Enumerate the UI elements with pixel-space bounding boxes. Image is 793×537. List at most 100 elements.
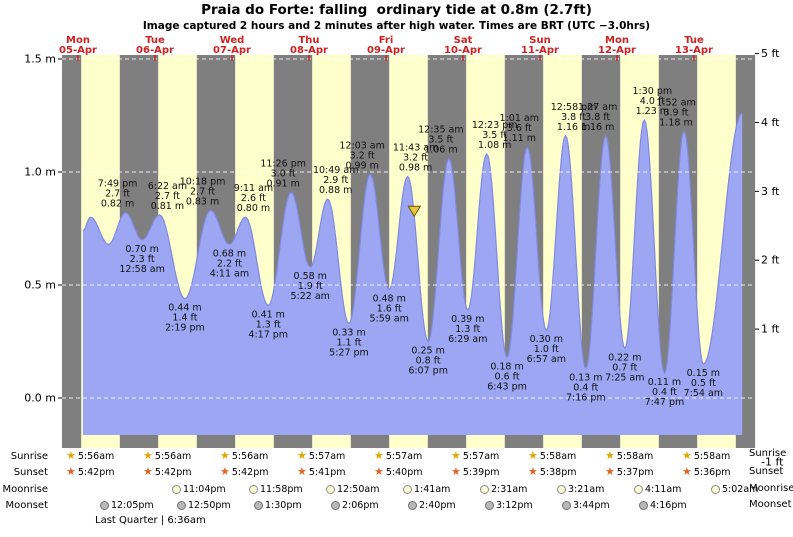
day-label: Thu (298, 35, 319, 46)
low-tide-label: 6:57 am (527, 354, 566, 365)
low-tide-label: 4:17 pm (248, 329, 288, 340)
low-tide-label: 7:54 am (684, 388, 723, 399)
moonrise-icon (326, 484, 335, 494)
high-tide-label: 1:30 pm (632, 86, 672, 97)
current-time-marker-icon (407, 205, 422, 218)
sunset-time: 5:39pm (462, 466, 500, 478)
sunset-icon: ★ (143, 465, 153, 478)
sunset-entry: ★ 5:36pm (682, 466, 731, 478)
sunset-icon: ★ (66, 465, 76, 478)
moonset-entry: 2:40pm (408, 499, 456, 511)
sunrise-entry: ★ 5:58am (605, 450, 653, 462)
low-tide-label: 0.22 m (608, 352, 641, 363)
night-band (62, 55, 82, 448)
sunset-entry: ★ 5:42pm (143, 466, 192, 478)
low-tide-label: 2:19 pm (165, 323, 205, 334)
moonrise-entry: 5:02am (711, 483, 758, 495)
low-tide-label: 0.6 ft (495, 371, 520, 382)
moonrise-entry: 3:21am (557, 483, 604, 495)
high-tide-label: 0.82 m (101, 199, 134, 210)
y-axis-label-ft: -1 ft (761, 456, 784, 469)
sunrise-entry: ★ 5:57am (451, 450, 499, 462)
low-tide-label: 7:25 am (605, 372, 644, 383)
high-tide-label: 3.2 ft (350, 150, 375, 161)
sunrise-entry: ★ 5:56am (143, 450, 191, 462)
high-tide-label: 1:01 am (500, 113, 539, 124)
sunrise-entry: ★ 5:58am (528, 450, 576, 462)
sunrise-entry: ★ 5:57am (374, 450, 422, 462)
low-tide-label: 5:59 am (369, 314, 408, 325)
low-tide-label: 6:07 pm (408, 366, 448, 377)
low-tide-label: 0.15 m (687, 368, 720, 379)
high-tide-label: 3.0 ft (271, 168, 296, 179)
high-tide-label: 1.18 m (659, 117, 692, 128)
high-tide-label: 3.8 ft (561, 112, 586, 123)
low-tide-label: 0.58 m (294, 271, 327, 282)
high-tide-label: 1.08 m (478, 140, 511, 151)
sunset-icon: ★ (297, 465, 307, 478)
moonrise-time: 11:04pm (183, 483, 226, 495)
moonset-entry: 3:44pm (562, 499, 610, 511)
sunset-icon: ★ (374, 465, 384, 478)
low-tide-label: 1.3 ft (455, 324, 480, 335)
low-tide-label: 0.4 ft (573, 383, 598, 394)
sunset-time: 5:36pm (693, 466, 731, 478)
high-tide-label: 0.83 m (186, 196, 219, 207)
moonset-time: 12:50pm (188, 499, 231, 511)
day-date-label: 06-Apr (136, 45, 174, 56)
sunrise-entry: ★ 5:58am (682, 450, 730, 462)
moonrise-time: 1:41am (414, 483, 451, 495)
sunrise-time: 5:58am (616, 450, 654, 462)
low-tide-label: 1.0 ft (534, 344, 559, 355)
high-tide-label: 3.5 ft (482, 130, 507, 141)
sunrise-icon: ★ (451, 449, 461, 462)
day-label: Sat (454, 35, 473, 46)
row-label-left-moonset: Moonset (5, 500, 49, 511)
sunset-icon: ★ (451, 465, 461, 478)
day-label: Mon (605, 35, 629, 46)
moonset-entry: 2:06pm (331, 499, 379, 511)
moonset-time: 3:44pm (573, 499, 610, 511)
moonset-time: 2:06pm (342, 499, 379, 511)
sunrise-time: 5:56am (77, 450, 115, 462)
moonrise-time: 12:50am (337, 483, 380, 495)
sunrise-time: 5:58am (693, 450, 731, 462)
low-tide-label: 7:16 pm (566, 393, 606, 404)
moonset-time: 12:05pm (111, 499, 154, 511)
high-tide-label: 9:11 am (234, 183, 273, 194)
low-tide-label: 0.13 m (569, 373, 602, 384)
moonrise-entry: 4:11am (634, 483, 681, 495)
day-label: Fri (379, 35, 394, 46)
moonset-icon (485, 500, 494, 510)
low-tide-label: 5:22 am (291, 291, 330, 302)
sunset-time: 5:42pm (77, 466, 115, 478)
low-tide-label: 0.18 m (490, 361, 523, 372)
high-tide-label: 1.16 m (557, 122, 590, 133)
row-label-left-moonrise: Moonrise (2, 484, 48, 495)
moonrise-icon (634, 484, 643, 494)
moonset-icon (331, 500, 340, 510)
sunset-icon: ★ (220, 465, 230, 478)
high-tide-label: 10:49 am (313, 165, 358, 176)
low-tide-label: 0.5 ft (691, 378, 716, 389)
moonset-entry: 12:05pm (100, 499, 154, 511)
sunset-time: 5:42pm (154, 466, 192, 478)
moonrise-time: 5:02am (722, 483, 759, 495)
high-tide-label: 0.99 m (345, 160, 378, 171)
moonrise-entry: 11:04pm (172, 483, 226, 495)
high-tide-label: 11:43 am (393, 143, 438, 154)
sunrise-time: 5:56am (154, 450, 192, 462)
low-tide-label: 0.8 ft (416, 356, 441, 367)
high-tide-label: 0.81 m (151, 201, 184, 212)
high-tide-label: 1.23 m (636, 106, 669, 117)
y-axis-label-m: 1.0 m (24, 166, 56, 179)
moonrise-entry: 11:58pm (249, 483, 303, 495)
tide-area (82, 113, 743, 435)
y-axis-label-m: 0.5 m (24, 279, 56, 292)
sunrise-icon: ★ (374, 449, 384, 462)
day-label: Tue (684, 35, 704, 46)
y-axis-label-ft: 2 ft (761, 254, 780, 267)
moonset-icon (408, 500, 417, 510)
sunset-entry: ★ 5:37pm (605, 466, 654, 478)
